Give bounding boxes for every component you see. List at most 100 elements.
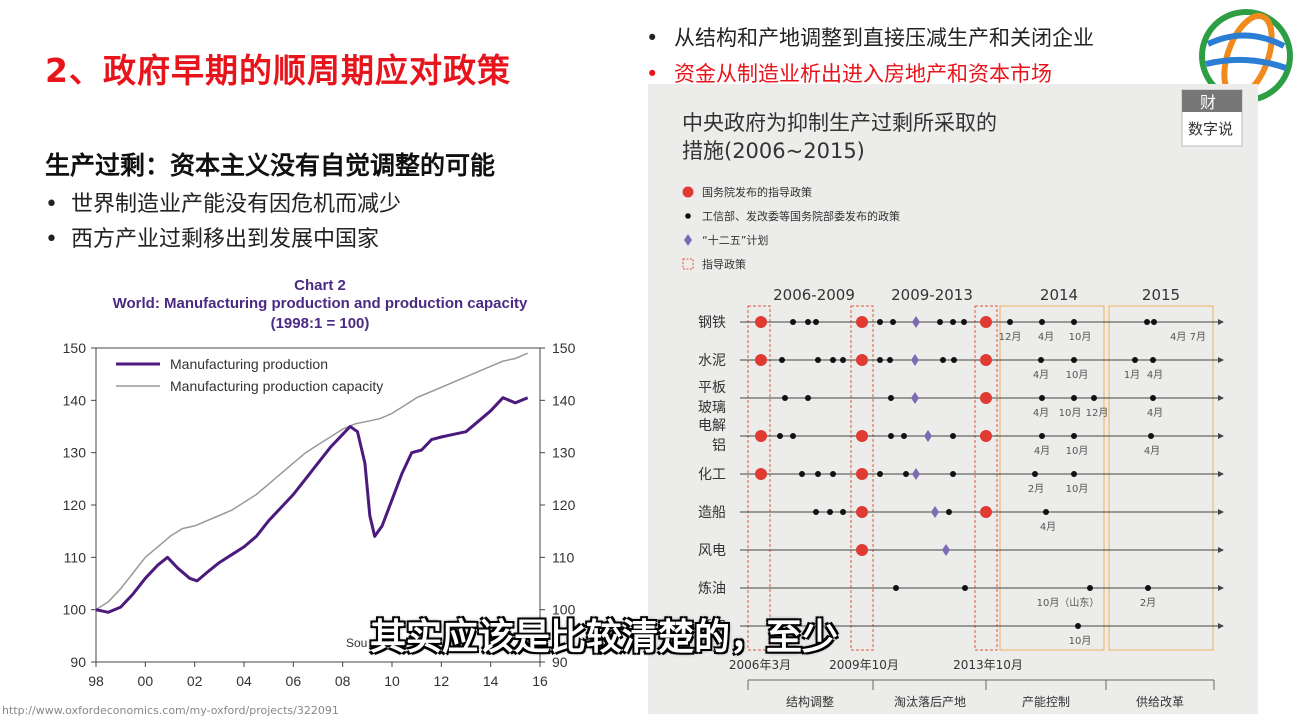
y-tick-label: 150 — [63, 340, 87, 356]
row-label: 铝 — [712, 438, 726, 454]
state-council-dot — [755, 354, 767, 366]
state-council-dot — [980, 392, 992, 404]
x-tick-label: 04 — [236, 673, 252, 689]
right-bullet-text: 从结构和产地调整到直接压减生产和关闭企业 — [674, 26, 1094, 50]
row-label: 化工 — [698, 467, 726, 483]
row-arrow — [1218, 585, 1224, 591]
state-council-dot — [856, 544, 868, 556]
state-council-dot — [980, 506, 992, 518]
row-arrow — [1218, 357, 1224, 363]
policy-box — [747, 305, 771, 651]
ministry-dot — [877, 471, 883, 477]
series-line — [95, 352, 528, 611]
month-label: 1月 — [1124, 369, 1140, 381]
month-label: 10月 — [1069, 635, 1092, 647]
right-bullet-text: 资金从制造业析出进入房地产和资本市场 — [674, 62, 1052, 86]
ministry-dot — [1071, 357, 1077, 363]
x-tick-label: 12 — [434, 673, 450, 689]
state-council-dot — [755, 316, 767, 328]
ministry-dot — [1071, 319, 1077, 325]
badge-text: 数字说 — [1188, 120, 1233, 138]
ministry-dot — [827, 509, 833, 515]
ministry-dot — [790, 433, 796, 439]
y-tick-label-right: 130 — [552, 445, 576, 461]
ministry-dot — [830, 357, 836, 363]
ministry-dot — [840, 357, 846, 363]
month-label: 10月 — [1059, 407, 1082, 419]
row-arrow — [1218, 509, 1224, 515]
bottom-date: 2009年10月 — [829, 658, 899, 672]
ministry-dot — [1032, 471, 1038, 477]
ministry-dot — [950, 319, 956, 325]
period-box-2015 — [1108, 305, 1214, 651]
badge-top — [1182, 90, 1242, 112]
ministry-dot — [888, 395, 894, 401]
row-label: 水泥 — [698, 353, 726, 369]
month-label: 4月 — [1033, 369, 1049, 381]
policy-box — [850, 305, 874, 651]
legend-text: 国务院发布的指导政策 — [702, 185, 812, 199]
ministry-dot — [1071, 433, 1077, 439]
x-tick-label: 06 — [286, 673, 302, 689]
period-box-2014 — [999, 305, 1105, 651]
y-tick-label: 90 — [70, 654, 86, 670]
ministry-dot — [950, 433, 956, 439]
ministry-dot — [1091, 395, 1097, 401]
state-council-dot — [856, 316, 868, 328]
row-arrow — [1218, 433, 1224, 439]
ministry-dot — [1144, 319, 1150, 325]
ministry-dot — [1038, 357, 1044, 363]
x-tick-label: 10 — [384, 673, 400, 689]
month-label: 4月 — [1144, 445, 1160, 457]
ministry-dot — [893, 585, 899, 591]
row-label: 平板 — [698, 380, 726, 396]
ministry-dot — [940, 357, 946, 363]
ministry-dot — [782, 395, 788, 401]
ministry-dot — [877, 357, 883, 363]
plan-diamond — [924, 430, 932, 442]
period-header: 2014 — [1040, 286, 1078, 304]
y-tick-label: 120 — [63, 497, 87, 513]
ministry-dot — [1150, 395, 1156, 401]
chart-subtitle-box: World: Manufacturing production and prod… — [113, 295, 528, 332]
state-council-dot — [980, 316, 992, 328]
ministry-dot — [903, 471, 909, 477]
bottom-date: 2006年3月 — [729, 658, 791, 672]
month-label: 10月 — [1066, 445, 1089, 457]
infographic-title-line2: 措施(2006~2015) — [682, 139, 865, 163]
ministry-dot — [777, 433, 783, 439]
x-tick-label: 14 — [483, 673, 499, 689]
month-label: 4月 — [1038, 331, 1054, 343]
slide-title: 2、政府早期的顺周期应对政策 — [45, 51, 511, 90]
y-tick-label: 140 — [63, 392, 87, 408]
bullet-glyph: • — [45, 227, 58, 252]
legend-text: “十二五”计划 — [702, 233, 768, 247]
state-council-dot — [856, 468, 868, 480]
legend-diamond — [684, 234, 692, 246]
ministry-dot — [813, 509, 819, 515]
row-arrow — [1218, 623, 1224, 629]
infographic-title: 中央政府为抑制生产过剩所采取的 — [682, 111, 997, 135]
phase-label: 淘汰落后产地 — [894, 695, 966, 709]
series-line — [95, 396, 529, 614]
right-bullet-1: • 从结构和产地调整到直接压减生产和关闭企业 — [646, 22, 1094, 52]
ministry-dot — [901, 433, 907, 439]
ministry-dot — [779, 357, 785, 363]
month-label: 10月 — [1066, 369, 1089, 381]
month-label: 4月 — [1147, 407, 1163, 419]
video-subtitle: 其实应该是比较清楚的，至少 — [370, 617, 839, 658]
ministry-dot — [1007, 319, 1013, 325]
ministry-dot — [1039, 319, 1045, 325]
ministry-dot — [813, 319, 819, 325]
plan-diamond — [911, 392, 919, 404]
ministry-dot — [815, 357, 821, 363]
month-label: 10月 — [1066, 483, 1089, 495]
month-label: 10月 — [1069, 331, 1092, 343]
ministry-dot — [877, 319, 883, 325]
ministry-dot — [887, 357, 893, 363]
month-label: 2月 — [1140, 597, 1156, 609]
left-bullet-1: • 世界制造业产能没有因危机而减少 — [45, 186, 401, 218]
badge-top-text: 财 — [1200, 93, 1216, 112]
bullet-glyph: • — [646, 26, 659, 50]
y-tick-label-right: 100 — [552, 602, 576, 618]
